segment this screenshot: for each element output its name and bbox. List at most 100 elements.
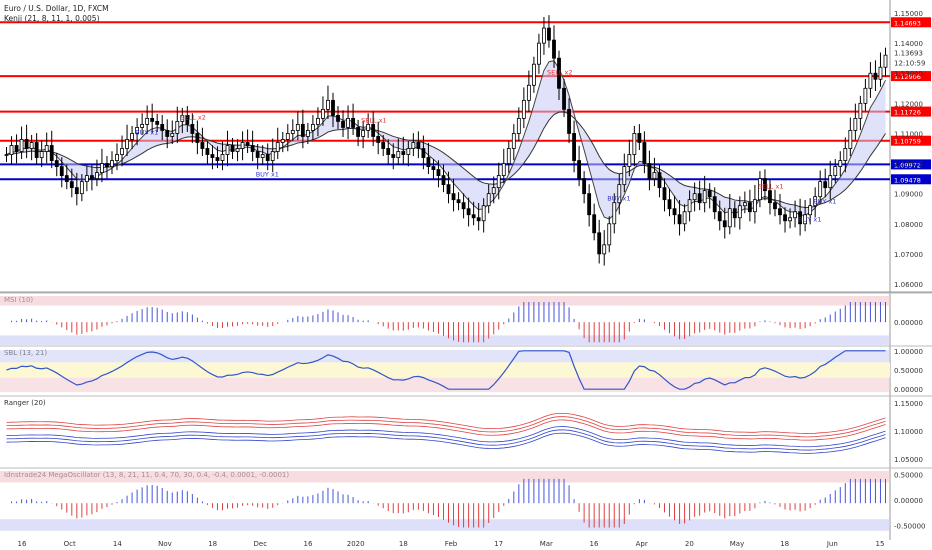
candle-body bbox=[742, 202, 747, 207]
candle-body bbox=[260, 154, 265, 158]
candle-body bbox=[175, 121, 180, 134]
candle bbox=[220, 141, 225, 171]
candle-body bbox=[145, 118, 150, 125]
candle-body bbox=[637, 133, 642, 143]
price-tick-0: 1.15000 bbox=[894, 10, 923, 18]
candle bbox=[396, 138, 401, 166]
candle-body bbox=[793, 211, 797, 219]
candle-body bbox=[727, 208, 732, 228]
candle-body bbox=[808, 205, 813, 216]
candle bbox=[647, 150, 652, 191]
candle bbox=[250, 130, 255, 162]
candle bbox=[175, 106, 180, 144]
candle bbox=[747, 189, 752, 222]
candle bbox=[270, 138, 275, 173]
oversold-zone bbox=[0, 335, 890, 345]
ribbon-fill bbox=[6, 60, 886, 220]
candle bbox=[516, 107, 521, 141]
time-tick-2: 14 bbox=[113, 540, 122, 548]
candle-body bbox=[547, 27, 551, 41]
candle bbox=[476, 202, 481, 231]
price-tick-8: 1.07000 bbox=[894, 251, 923, 259]
candle bbox=[336, 106, 340, 129]
candle bbox=[310, 115, 315, 141]
candle-body bbox=[74, 187, 79, 195]
signal-sell-3: SELL x1 bbox=[758, 183, 784, 191]
candle-body bbox=[537, 42, 541, 65]
candle bbox=[386, 139, 391, 165]
candle-body bbox=[220, 154, 225, 161]
candle bbox=[511, 124, 516, 161]
candle bbox=[210, 145, 215, 170]
candle bbox=[14, 134, 19, 164]
candle bbox=[69, 168, 74, 198]
time-tick-10: 17 bbox=[494, 540, 503, 548]
candle bbox=[316, 107, 320, 137]
candle-body bbox=[722, 220, 727, 228]
panel-tick: 0.50000 bbox=[894, 471, 923, 479]
panel-tick: 0.00000 bbox=[894, 319, 923, 327]
candle bbox=[89, 164, 94, 191]
candle-body bbox=[773, 202, 777, 210]
candle-body bbox=[441, 175, 446, 186]
candle bbox=[95, 159, 99, 187]
slow-ma-line bbox=[6, 111, 886, 208]
candle bbox=[74, 172, 79, 206]
time-tick-6: 16 bbox=[304, 540, 313, 548]
candle bbox=[416, 131, 421, 159]
candle-body bbox=[828, 175, 833, 189]
candle bbox=[692, 182, 697, 212]
overbought-zone bbox=[0, 296, 890, 306]
price-tick-1: 1.14000 bbox=[894, 40, 923, 48]
candle bbox=[717, 200, 722, 231]
candle-body bbox=[813, 196, 818, 207]
candle-body bbox=[446, 184, 451, 195]
candle-body bbox=[506, 148, 511, 164]
candle-body bbox=[466, 208, 471, 216]
candle bbox=[376, 121, 381, 155]
candle-body bbox=[105, 163, 109, 167]
candle-body bbox=[95, 172, 99, 180]
candle bbox=[265, 143, 270, 171]
candle-body bbox=[135, 127, 140, 134]
candle-body bbox=[471, 214, 476, 219]
chart-title: Euro / U.S. Dollar, 1D, FXCM bbox=[4, 4, 109, 13]
candle-body bbox=[84, 175, 89, 183]
candle-body bbox=[451, 193, 456, 201]
candle-body bbox=[692, 193, 697, 201]
candle-body bbox=[647, 163, 652, 180]
candle-body bbox=[567, 108, 571, 134]
candle-body bbox=[331, 99, 335, 116]
candle-body bbox=[326, 99, 330, 110]
candle bbox=[501, 148, 506, 184]
candle bbox=[642, 131, 647, 174]
candle bbox=[64, 164, 69, 190]
candle-body bbox=[79, 181, 84, 195]
candle-body bbox=[843, 148, 848, 161]
ranger-band bbox=[6, 416, 886, 438]
level-tag-5 bbox=[891, 174, 931, 185]
candle-body bbox=[240, 142, 245, 149]
candle bbox=[793, 200, 797, 228]
candle bbox=[858, 95, 863, 131]
candle-body bbox=[662, 187, 667, 201]
candle bbox=[607, 216, 612, 253]
candle bbox=[707, 183, 712, 209]
candle-body bbox=[531, 63, 536, 86]
candle-body bbox=[180, 114, 185, 122]
level-tag-3 bbox=[891, 135, 931, 146]
level-label-4: 1.09972 bbox=[894, 161, 921, 169]
candle bbox=[597, 219, 602, 264]
candle bbox=[833, 159, 838, 184]
candle bbox=[773, 189, 777, 217]
candle bbox=[120, 135, 124, 167]
candle-body bbox=[511, 133, 516, 149]
candle bbox=[526, 70, 531, 113]
candle bbox=[205, 140, 210, 165]
candle-body bbox=[667, 199, 672, 210]
candle bbox=[150, 103, 155, 134]
candle-body bbox=[64, 175, 69, 183]
axes: 1.15000 1.14000 1.13000 1.12000 1.11000 1.100… bbox=[18, 10, 926, 548]
candle-body bbox=[863, 87, 868, 104]
panel-tick: 0.00000 bbox=[894, 386, 923, 394]
